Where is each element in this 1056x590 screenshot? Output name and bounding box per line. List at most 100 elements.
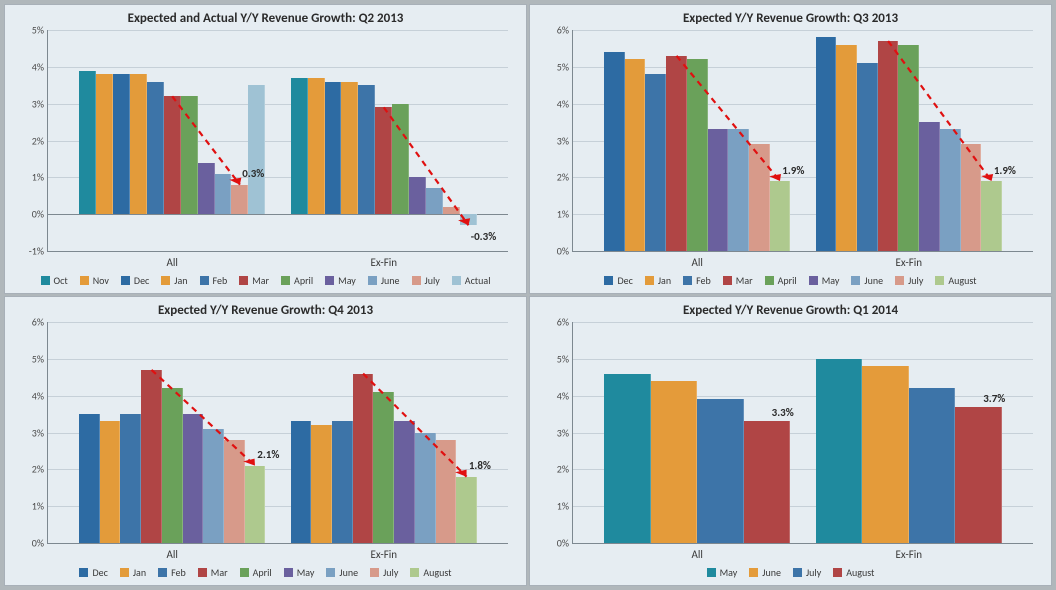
legend-item: June xyxy=(368,274,400,287)
legend-swatch xyxy=(200,276,209,285)
legend-swatch xyxy=(79,568,88,577)
legend-item: July xyxy=(895,274,923,287)
legend-item: July xyxy=(412,274,440,287)
legend-swatch xyxy=(833,568,842,577)
legend-item: Jan xyxy=(645,274,671,287)
legend: MayJuneJulyAugust xyxy=(540,562,1041,581)
panel-q4_2013: Expected Y/Y Revenue Growth: Q4 20130%1%… xyxy=(4,296,527,586)
y-tick: 5% xyxy=(16,352,44,365)
legend: DecJanFebMarAprilMayJuneJulyAugust xyxy=(540,270,1041,289)
legend-swatch xyxy=(707,568,716,577)
y-tick: 2% xyxy=(16,134,44,147)
y-tick: 3% xyxy=(16,97,44,110)
bar xyxy=(248,85,265,214)
legend-item: Feb xyxy=(200,274,228,287)
bar xyxy=(245,466,266,543)
y-tick: 5% xyxy=(16,24,44,37)
legend-swatch xyxy=(793,568,802,577)
bar xyxy=(816,37,837,251)
legend-label: April xyxy=(778,274,797,287)
bar xyxy=(291,421,312,543)
legend-label: Mar xyxy=(736,274,753,287)
bar xyxy=(130,74,147,214)
legend-label: Mar xyxy=(252,274,269,287)
legend-swatch xyxy=(326,568,335,577)
legend-label: June xyxy=(762,566,781,579)
legend-swatch xyxy=(121,276,130,285)
legend-item: April xyxy=(281,274,313,287)
legend-item: Actual xyxy=(452,274,491,287)
legend-label: Actual xyxy=(465,274,491,287)
legend-swatch xyxy=(281,276,290,285)
legend-label: Jan xyxy=(133,566,146,579)
legend-label: Dec xyxy=(92,566,107,579)
legend-label: Jan xyxy=(658,274,671,287)
bar xyxy=(113,74,130,214)
legend-label: Feb xyxy=(171,566,186,579)
bar xyxy=(443,207,460,214)
y-tick: 4% xyxy=(16,389,44,402)
bar xyxy=(625,59,646,251)
chart-grid: Expected and Actual Y/Y Revenue Growth: … xyxy=(0,0,1056,590)
legend-swatch xyxy=(80,276,89,285)
y-tick: 2% xyxy=(541,463,569,476)
legend-swatch xyxy=(325,276,334,285)
legend-swatch xyxy=(284,568,293,577)
arrow-label: 1.9% xyxy=(782,164,804,177)
panel-q2_2013: Expected and Actual Y/Y Revenue Growth: … xyxy=(4,4,527,294)
bar xyxy=(687,59,708,251)
legend-item: Jan xyxy=(161,274,187,287)
bar xyxy=(857,63,878,251)
bar xyxy=(353,374,374,543)
legend-swatch xyxy=(198,568,207,577)
bar xyxy=(604,374,651,543)
bar xyxy=(215,174,232,215)
legend-item: June xyxy=(749,566,781,579)
group-label: Ex-Fin xyxy=(803,256,1015,269)
legend-label: May xyxy=(338,274,356,287)
bar xyxy=(181,96,198,214)
legend-swatch xyxy=(368,276,377,285)
bar xyxy=(749,144,770,251)
legend-item: Feb xyxy=(158,566,186,579)
legend-item: Nov xyxy=(80,274,109,287)
legend-swatch xyxy=(239,276,248,285)
arrow-label: 0.3% xyxy=(242,167,264,180)
legend-item: July xyxy=(793,566,821,579)
group-ex-fin: Ex-Fin xyxy=(803,322,1015,543)
legend-swatch xyxy=(120,568,129,577)
legend-label: Dec xyxy=(617,274,632,287)
legend: Oct Nov Dec Jan Feb Mar April May June July Actual xyxy=(15,270,516,289)
y-tick: 6% xyxy=(541,24,569,37)
legend-item: Mar xyxy=(198,566,228,579)
legend-item: June xyxy=(326,566,358,579)
legend-label: Jan xyxy=(174,274,187,287)
bar xyxy=(456,477,477,543)
bar xyxy=(409,177,426,214)
legend-item: July xyxy=(370,566,398,579)
legend-item: August xyxy=(410,566,451,579)
chart-title: Expected Y/Y Revenue Growth: Q3 2013 xyxy=(540,11,1041,26)
y-tick: 1% xyxy=(541,500,569,513)
bar xyxy=(147,82,164,215)
bar xyxy=(415,433,436,544)
legend-swatch xyxy=(158,568,167,577)
bar xyxy=(394,421,415,543)
group-label: All xyxy=(66,256,278,269)
y-tick: 5% xyxy=(541,60,569,73)
bar xyxy=(291,78,308,214)
legend-label: July xyxy=(908,274,923,287)
group-label: All xyxy=(591,256,803,269)
legend-item: Oct xyxy=(41,274,68,287)
bar xyxy=(816,359,863,543)
group-label: All xyxy=(66,548,278,561)
bar xyxy=(332,421,353,543)
bar xyxy=(981,181,1002,251)
legend-swatch xyxy=(895,276,904,285)
y-tick: 1% xyxy=(16,171,44,184)
group-label: Ex-Fin xyxy=(803,548,1015,561)
group-all: All xyxy=(591,322,803,543)
bar xyxy=(770,181,791,251)
legend-label: Dec xyxy=(134,274,149,287)
legend-item: Mar xyxy=(723,274,753,287)
